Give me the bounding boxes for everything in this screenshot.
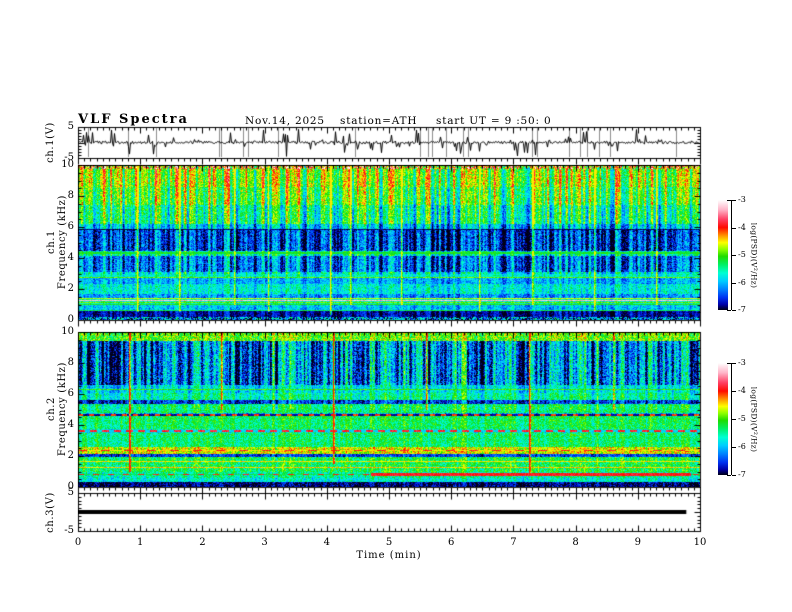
colorbar-tick: [732, 283, 736, 284]
colorbar-bracket-line: [731, 200, 732, 310]
axis-label-text: ch.1(V): [44, 121, 56, 163]
x-tick-label: 4: [323, 537, 330, 548]
colorbar-tick-label: -3: [738, 195, 746, 204]
y-tick-label: 2: [67, 450, 74, 461]
figure-title: VLF Spectra: [78, 112, 189, 127]
colorbar-spectrogram-2: [718, 363, 728, 475]
colorbar-tick: [732, 310, 736, 311]
y-tick-label: 6: [67, 388, 74, 399]
y-tick-label: 10: [61, 326, 74, 337]
x-tick-label: 0: [74, 537, 82, 548]
figure-start-ut: start UT = 9 :50: 0: [436, 115, 552, 127]
x-tick-label: 6: [448, 537, 455, 548]
colorbar-bracket-line: [731, 363, 732, 475]
y-tick-label: 0: [67, 481, 74, 492]
y-tick-label: 5: [67, 487, 74, 498]
colorbar-label-text: log(PSD)(V²/Hz): [749, 222, 759, 288]
x-tick-label: 9: [634, 537, 641, 548]
y-tick-label: 8: [67, 190, 74, 201]
colorbar-tick-label: -4: [738, 386, 746, 395]
colorbar-tick: [732, 419, 736, 420]
colorbar-spectrogram-1: [718, 200, 728, 310]
colorbar-tick-label: -7: [738, 305, 746, 314]
colorbar-tick: [727, 200, 731, 201]
colorbar-tick: [727, 363, 731, 364]
x-tick-label: 3: [261, 537, 268, 548]
colorbar-tick: [732, 391, 736, 392]
colorbar-tick: [732, 363, 736, 364]
ch3-voltage-waveform: [78, 493, 700, 531]
colorbar-tick: [732, 255, 736, 256]
colorbar-tick: [732, 228, 736, 229]
y-tick-label: 0: [67, 314, 74, 325]
y-tick-label: 4: [67, 419, 74, 430]
colorbar-tick-label: -3: [738, 358, 746, 367]
y-tick-label: -5: [64, 152, 74, 163]
ch1-spectrogram: [78, 165, 700, 320]
colorbar-tick-label: -6: [738, 442, 746, 451]
x-tick-label: 1: [137, 537, 144, 548]
colorbar-tick-label: -5: [738, 414, 746, 423]
x-tick-label: 5: [385, 537, 393, 548]
y-tick-label: 10: [61, 159, 74, 170]
y-tick-label: 6: [67, 221, 74, 232]
x-axis-title: Time (min): [356, 550, 422, 561]
figure-date: Nov.14, 2025: [245, 115, 325, 127]
colorbar-tick: [732, 447, 736, 448]
y-tick-label: 5: [67, 121, 74, 132]
axis-label-text: ch.3(V): [44, 491, 56, 533]
colorbar-tick: [732, 475, 736, 476]
colorbar-tick-label: -4: [738, 222, 746, 232]
axis-label-text: ch.2: [46, 397, 57, 421]
colorbar-tick: [732, 200, 736, 201]
colorbar-label-text: log(PSD)(V²/Hz): [749, 386, 759, 452]
y-tick-label: 2: [67, 283, 74, 294]
colorbar-tick-label: -6: [738, 277, 746, 287]
ch1-voltage-waveform: [78, 127, 700, 158]
x-tick-label: 2: [199, 537, 206, 548]
axis-label-text: Frequency (kHz): [57, 194, 68, 290]
y-tick-label: 8: [67, 357, 74, 368]
axis-label-text: Frequency (kHz): [57, 361, 68, 457]
x-tick-label: 7: [510, 537, 517, 548]
colorbar-tick: [727, 310, 731, 311]
colorbar-tick: [727, 475, 731, 476]
colorbar-tick-label: -5: [738, 250, 746, 259]
y-tick-label: -5: [64, 525, 74, 536]
ch2-spectrogram: [78, 332, 700, 487]
x-tick-label: 10: [693, 537, 707, 548]
y-tick-label: 4: [67, 252, 74, 263]
figure-station: station=ATH: [340, 115, 418, 127]
colorbar-tick-label: -7: [738, 470, 746, 479]
axis-label-text: ch.1: [46, 230, 57, 254]
x-tick-label: 8: [572, 537, 579, 548]
